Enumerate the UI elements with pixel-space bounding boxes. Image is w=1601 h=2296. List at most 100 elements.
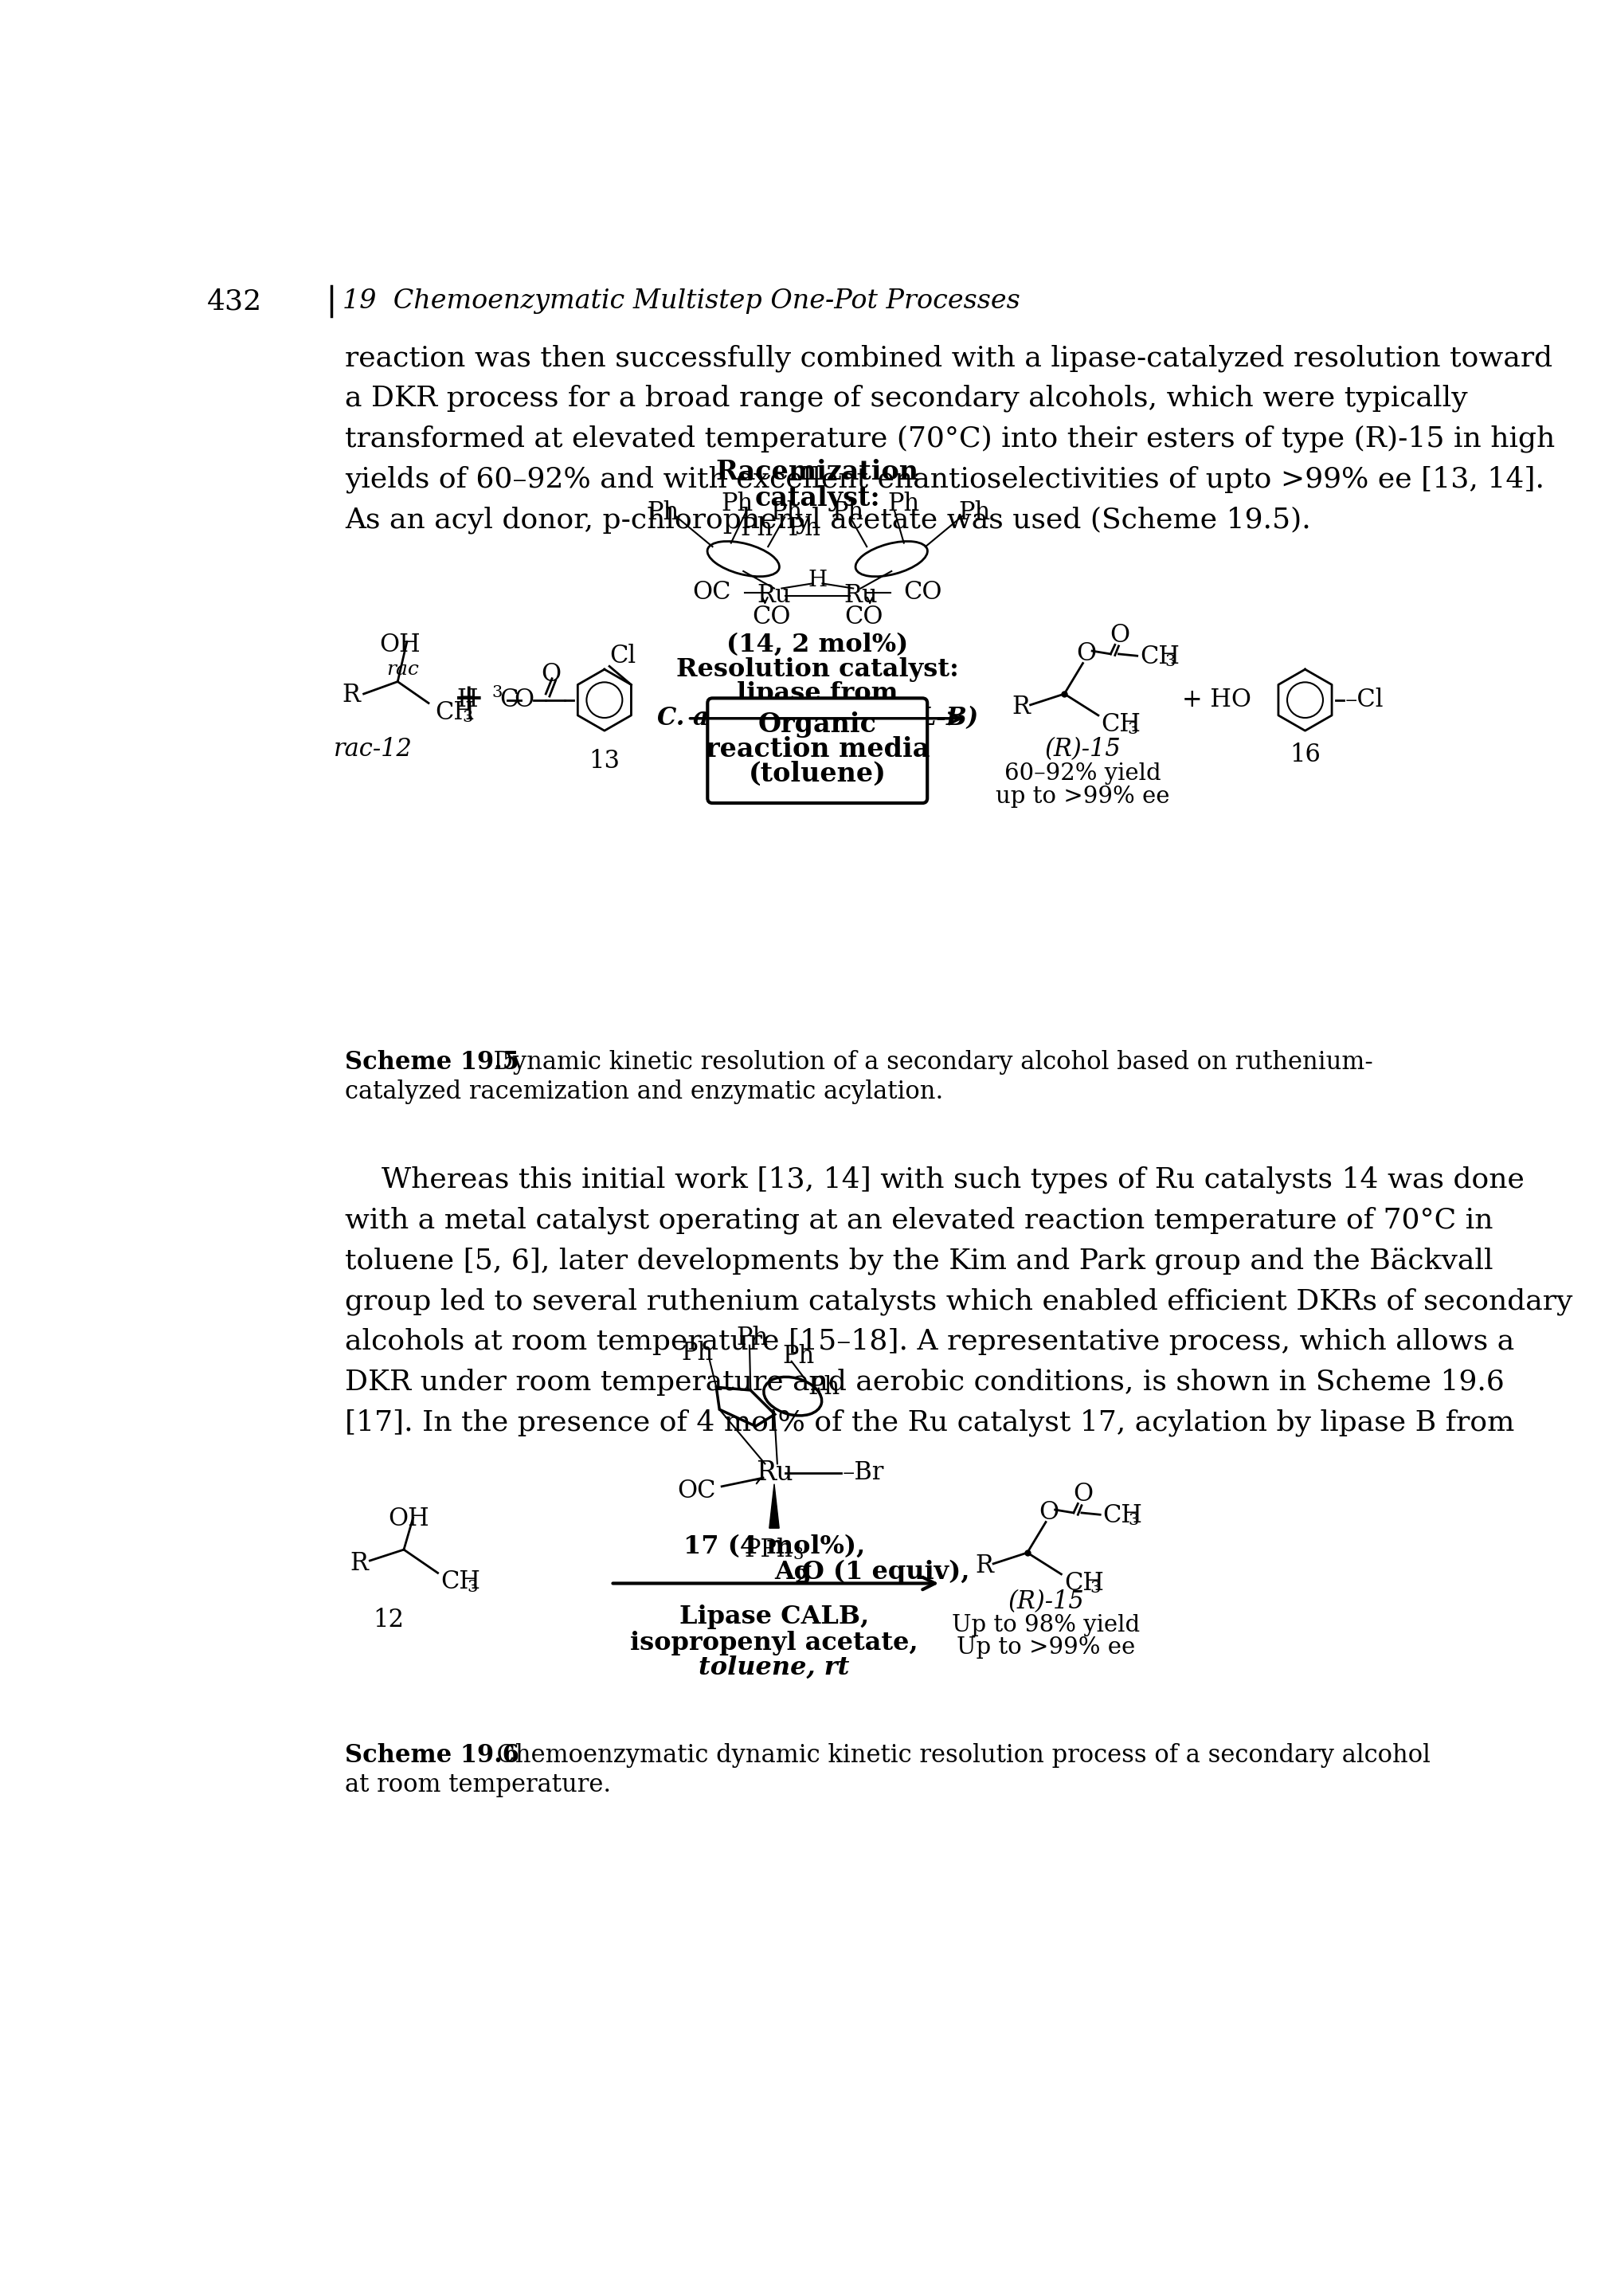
Text: a DKR process for a broad range of secondary alcohols, which were typically: a DKR process for a broad range of secon… [346,386,1468,413]
Text: + HO: + HO [1182,689,1250,712]
Text: Ph: Ph [889,491,921,517]
Text: +: + [453,682,485,719]
Text: Chemoenzymatic dynamic kinetic resolution process of a secondary alcohol: Chemoenzymatic dynamic kinetic resolutio… [480,1743,1430,1768]
Text: C. antarctica B (CAL-B): C. antarctica B (CAL-B) [656,707,978,730]
Text: R: R [1012,696,1031,719]
Polygon shape [768,1483,780,1529]
Text: CH: CH [435,700,474,726]
Text: Lipase CALB,: Lipase CALB, [679,1605,869,1630]
Text: Resolution catalyst:: Resolution catalyst: [676,657,959,682]
Text: Cl: Cl [610,643,636,668]
Text: reaction media: reaction media [706,737,930,762]
Text: 3: 3 [463,709,474,726]
Text: at room temperature.: at room temperature. [346,1773,612,1798]
FancyBboxPatch shape [708,698,927,804]
Text: Ph: Ph [720,491,752,517]
Text: CH: CH [1103,1504,1143,1529]
Text: Scheme 19.5: Scheme 19.5 [346,1049,520,1075]
Text: Ph  Ph: Ph Ph [741,517,820,540]
Text: As an acyl donor, p-chlorophenyl acetate was used (Scheme 19.5).: As an acyl donor, p-chlorophenyl acetate… [346,505,1311,533]
Text: Ph: Ph [770,501,802,526]
Text: O: O [1109,622,1130,647]
Text: OC: OC [677,1479,716,1504]
Text: Ag: Ag [775,1559,812,1584]
Text: PPh: PPh [744,1538,792,1561]
Text: toluene [5, 6], later developments by the Kim and Park group and the Bäckvall: toluene [5, 6], later developments by th… [346,1247,1494,1274]
Text: O: O [1076,641,1097,666]
Text: 2: 2 [796,1568,809,1587]
Text: (R)-15: (R)-15 [1045,737,1121,762]
Text: H: H [809,569,828,590]
Text: (toluene): (toluene) [749,760,887,788]
Text: CH: CH [440,1570,480,1593]
Text: C: C [500,689,519,712]
Text: (14, 2 mol%): (14, 2 mol%) [727,631,908,657]
Text: isopropenyl acetate,: isopropenyl acetate, [631,1630,919,1655]
Text: 3: 3 [492,684,503,700]
Text: Ph: Ph [807,1375,839,1401]
Text: O: O [514,689,535,712]
Text: (R)-15: (R)-15 [1007,1589,1084,1614]
Text: 3: 3 [1090,1580,1101,1596]
Text: with a metal catalyst operating at an elevated reaction temperature of 70°C in: with a metal catalyst operating at an el… [346,1208,1494,1235]
Text: OC: OC [692,581,732,606]
Text: 60–92% yield: 60–92% yield [1004,762,1161,785]
Text: alcohols at room temperature [15–18]. A representative process, which allows a: alcohols at room temperature [15–18]. A … [346,1327,1515,1355]
Text: 432: 432 [207,287,263,315]
Text: yields of 60–92% and with excellent enantioselectivities of upto >99% ee [13, 14: yields of 60–92% and with excellent enan… [346,466,1545,494]
Text: Organic: Organic [759,712,877,737]
Text: O: O [1039,1502,1058,1525]
Text: OH: OH [379,631,419,657]
Text: Ru: Ru [756,1460,792,1486]
Text: group led to several ruthenium catalysts which enabled efficient DKRs of seconda: group led to several ruthenium catalysts… [346,1288,1572,1316]
Text: Up to >99% ee: Up to >99% ee [956,1637,1135,1660]
Text: O: O [1073,1481,1093,1506]
Text: 13: 13 [589,748,620,774]
Text: CH: CH [1140,645,1180,670]
Text: –Cl: –Cl [1345,689,1383,712]
Text: rac: rac [386,661,419,680]
Text: –Br: –Br [842,1460,884,1486]
Text: Ph: Ph [736,1325,768,1350]
Text: catalyzed racemization and enzymatic acylation.: catalyzed racemization and enzymatic acy… [346,1079,943,1104]
Text: CO: CO [844,604,884,629]
Text: 19  Chemoenzymatic Multistep One-Pot Processes: 19 Chemoenzymatic Multistep One-Pot Proc… [343,289,1020,315]
Text: rac-12: rac-12 [333,737,413,762]
Text: OH: OH [389,1506,429,1531]
Text: CO: CO [905,581,943,606]
Text: Ph: Ph [680,1341,712,1366]
Text: DKR under room temperature and aerobic conditions, is shown in Scheme 19.6: DKR under room temperature and aerobic c… [346,1368,1505,1396]
Text: CH: CH [1065,1570,1105,1596]
Text: CH: CH [1101,712,1142,737]
Text: O (1 equiv),: O (1 equiv), [802,1559,970,1584]
Text: Scheme 19.6: Scheme 19.6 [346,1743,520,1768]
Text: Ru: Ru [757,583,791,608]
Text: R: R [343,682,360,707]
Text: [17]. In the presence of 4 mol% of the Ru catalyst 17, acylation by lipase B fro: [17]. In the presence of 4 mol% of the R… [346,1410,1515,1437]
Text: Ph: Ph [783,1343,815,1368]
Text: 3: 3 [792,1548,804,1561]
Text: Up to 98% yield: Up to 98% yield [951,1614,1140,1637]
Text: 17 (4 mol%),: 17 (4 mol%), [684,1534,865,1559]
Text: R: R [975,1554,993,1580]
Text: R: R [351,1550,368,1575]
Text: 16: 16 [1290,744,1321,767]
Text: 12: 12 [373,1607,403,1632]
Text: catalyst:: catalyst: [754,484,881,512]
Text: 3: 3 [1127,721,1138,737]
Text: up to >99% ee: up to >99% ee [996,785,1170,808]
Text: reaction was then successfully combined with a lipase-catalyzed resolution towar: reaction was then successfully combined … [346,344,1553,372]
Text: H: H [456,689,479,712]
Text: lipase from: lipase from [736,682,898,707]
Text: Ru: Ru [844,583,877,608]
Text: CO: CO [752,604,791,629]
Text: Racemization: Racemization [716,459,919,484]
Text: transformed at elevated temperature (70°C) into their esters of type (R)-15 in h: transformed at elevated temperature (70°… [346,425,1555,452]
Text: Dynamic kinetic resolution of a secondary alcohol based on ruthenium-: Dynamic kinetic resolution of a secondar… [479,1049,1374,1075]
Text: Ph: Ph [647,501,679,526]
Text: Ph: Ph [959,501,991,526]
Text: toluene, rt: toluene, rt [698,1655,850,1681]
Text: Whereas this initial work [13, 14] with such types of Ru catalysts 14 was done: Whereas this initial work [13, 14] with … [346,1166,1524,1194]
Text: 3: 3 [1166,654,1175,670]
Text: O: O [541,661,560,687]
